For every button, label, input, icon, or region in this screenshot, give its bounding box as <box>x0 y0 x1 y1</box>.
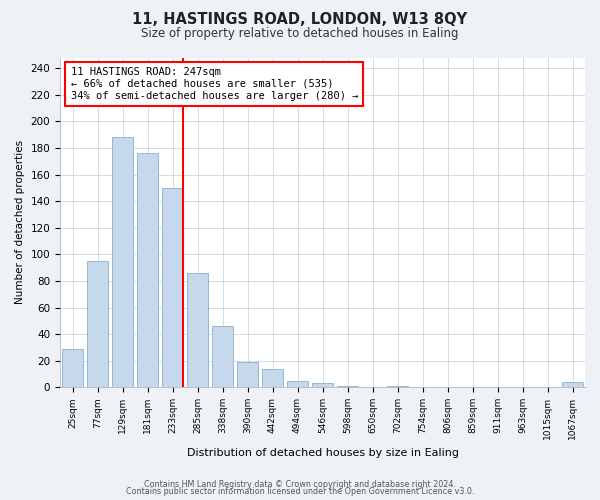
Bar <box>337 386 358 388</box>
Bar <box>312 384 333 388</box>
Bar <box>137 154 158 388</box>
Bar <box>562 382 583 388</box>
Bar <box>87 261 108 388</box>
Bar <box>162 188 183 388</box>
Bar <box>387 386 408 388</box>
Text: 11, HASTINGS ROAD, LONDON, W13 8QY: 11, HASTINGS ROAD, LONDON, W13 8QY <box>133 12 467 28</box>
Text: Contains HM Land Registry data © Crown copyright and database right 2024.: Contains HM Land Registry data © Crown c… <box>144 480 456 489</box>
Bar <box>212 326 233 388</box>
Text: 11 HASTINGS ROAD: 247sqm
← 66% of detached houses are smaller (535)
34% of semi-: 11 HASTINGS ROAD: 247sqm ← 66% of detach… <box>71 68 358 100</box>
Bar <box>287 380 308 388</box>
Bar <box>262 368 283 388</box>
Bar <box>112 138 133 388</box>
Text: Contains public sector information licensed under the Open Government Licence v3: Contains public sector information licen… <box>126 488 474 496</box>
Bar <box>62 349 83 388</box>
Bar <box>237 362 258 388</box>
Bar <box>187 273 208 388</box>
Text: Size of property relative to detached houses in Ealing: Size of property relative to detached ho… <box>141 28 459 40</box>
X-axis label: Distribution of detached houses by size in Ealing: Distribution of detached houses by size … <box>187 448 458 458</box>
Y-axis label: Number of detached properties: Number of detached properties <box>15 140 25 304</box>
